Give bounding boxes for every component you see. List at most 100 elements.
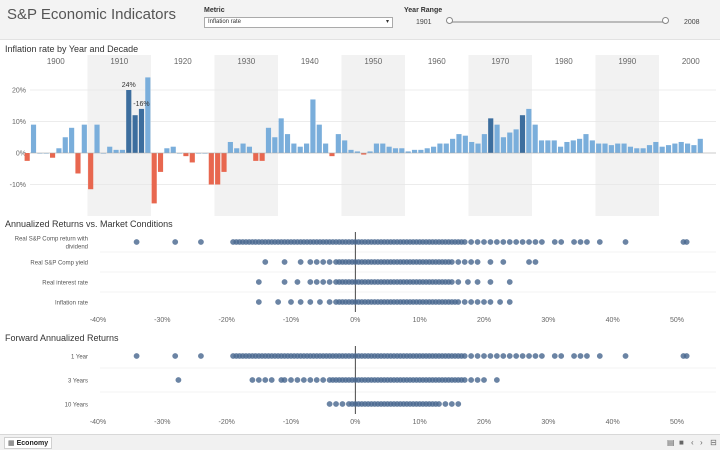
bar-1971: [469, 141, 475, 153]
forward-chart-point: [481, 377, 487, 383]
returns-chart-point: [506, 299, 513, 305]
bar-1909: [75, 153, 81, 174]
bar-1996: [627, 146, 633, 153]
returns-chart-point: [317, 299, 323, 305]
returns-chart-point: [262, 259, 269, 265]
forward-chart-x-tick: -10%: [283, 419, 299, 426]
returns-chart-point: [487, 299, 494, 305]
tab-economy[interactable]: ▦ Economy: [4, 437, 53, 449]
forward-chart-point: [442, 401, 449, 407]
forward-chart-point: [558, 353, 565, 359]
returns-chart-row-label: Real S&P Comp yield: [30, 261, 88, 267]
returns-chart-point: [172, 239, 179, 245]
thumbnail-view-icon[interactable]: ▤: [667, 438, 675, 447]
forward-chart-x-tick: 0%: [350, 419, 360, 426]
bar-1984: [551, 140, 557, 153]
bar-1958: [386, 146, 392, 153]
bar-1948: [323, 143, 329, 153]
forward-chart-point: [281, 377, 288, 383]
returns-chart-point: [487, 279, 494, 285]
returns-chart-point: [526, 239, 532, 245]
returns-chart-point: [448, 259, 455, 265]
forward-chart-point: [493, 353, 500, 359]
bar-1956: [373, 143, 379, 153]
forward-chart-point: [255, 377, 262, 383]
bar-1975: [494, 124, 500, 153]
bar-1930: [208, 153, 214, 185]
returns-chart-x-tick: -30%: [154, 317, 170, 324]
forward-chart-point: [683, 353, 690, 359]
returns-chart-point: [474, 239, 481, 245]
returns-chart-point: [455, 259, 462, 265]
bar-1966: [437, 143, 443, 153]
year-range-end-handle[interactable]: [662, 17, 669, 24]
annotation-1917: 24%: [122, 82, 136, 89]
year-range-end-value: 2008: [684, 19, 700, 26]
bar-1947: [316, 124, 322, 153]
returns-chart-point: [487, 259, 494, 265]
returns-chart-point: [465, 279, 471, 285]
forward-chart-point: [519, 353, 526, 359]
returns-chart-point: [468, 299, 475, 305]
metric-label: Metric: [204, 7, 225, 14]
metric-dropdown[interactable]: Inflation rate ▾: [204, 17, 393, 28]
next-icon[interactable]: ›: [700, 438, 703, 447]
bar-1994: [615, 143, 621, 153]
forward-chart-row-label: 10 Years: [65, 403, 88, 409]
returns-chart-point: [307, 259, 314, 265]
returns-chart-point: [455, 279, 462, 285]
forward-chart-point: [526, 353, 532, 359]
year-range-slider[interactable]: [449, 21, 666, 23]
sheet-tab-bar: ▦ Economy ▤ ■ ‹ › ⊟: [0, 434, 720, 450]
y-tick-label: 0%: [16, 151, 26, 158]
bar-1937: [253, 153, 259, 161]
returns-chart-point: [461, 259, 468, 265]
bar-1921: [151, 153, 157, 204]
bar-1991: [596, 143, 602, 153]
decade-label-1970: 1970: [491, 57, 509, 66]
returns-chart-point: [326, 259, 333, 265]
returns-chart-point: [481, 239, 487, 245]
returns-chart-point: [481, 299, 487, 305]
bar-1906: [56, 148, 62, 153]
returns-chart-point: [461, 239, 468, 245]
charts-canvas: 1900 1910 1920 1930 1940 1950 1960 1970 1980 1990…: [10, 55, 716, 426]
dashboard-header: S&P Economic Indicators Metric Inflation…: [0, 0, 720, 40]
bar-1997: [634, 148, 640, 153]
returns-chart-point: [133, 239, 140, 245]
returns-chart-point: [506, 279, 513, 285]
bar-1949: [329, 153, 335, 157]
year-range-start-handle[interactable]: [446, 17, 453, 24]
returns-chart-point: [526, 259, 532, 265]
bar-1945: [304, 143, 310, 153]
bar-2001: [659, 146, 665, 153]
bar-1987: [570, 140, 576, 153]
forward-chart-point: [268, 377, 275, 383]
bar-1981: [532, 124, 538, 153]
year-range-label: Year Range: [404, 7, 443, 14]
returns-chart-point: [622, 239, 629, 245]
decade-label-1960: 1960: [428, 57, 446, 66]
fullscreen-icon[interactable]: ■: [679, 438, 684, 447]
grid-icon: ▦: [8, 440, 15, 447]
forward-chart-x-tick: -40%: [90, 419, 106, 426]
bar-1978: [513, 129, 519, 153]
returns-chart-point: [513, 239, 520, 245]
returns-chart-point: [500, 239, 507, 245]
returns-chart-point: [596, 239, 603, 245]
bar-1992: [602, 143, 608, 153]
forward-chart-point: [448, 401, 455, 407]
prev-icon[interactable]: ‹: [691, 438, 694, 447]
bar-1982: [538, 140, 545, 153]
year-range-start-value: 1901: [416, 19, 432, 26]
decade-label-1920: 1920: [174, 57, 192, 66]
bar-1965: [431, 146, 437, 153]
decade-label-1930: 1930: [237, 57, 255, 66]
forward-chart-x-tick: 20%: [477, 419, 491, 426]
returns-chart-point: [307, 299, 314, 305]
returns-chart-point: [532, 259, 539, 265]
bar-1986: [564, 141, 570, 153]
decade-band-1950: [341, 55, 405, 216]
present-icon[interactable]: ⊟: [710, 438, 717, 447]
returns-chart-point: [468, 239, 475, 245]
